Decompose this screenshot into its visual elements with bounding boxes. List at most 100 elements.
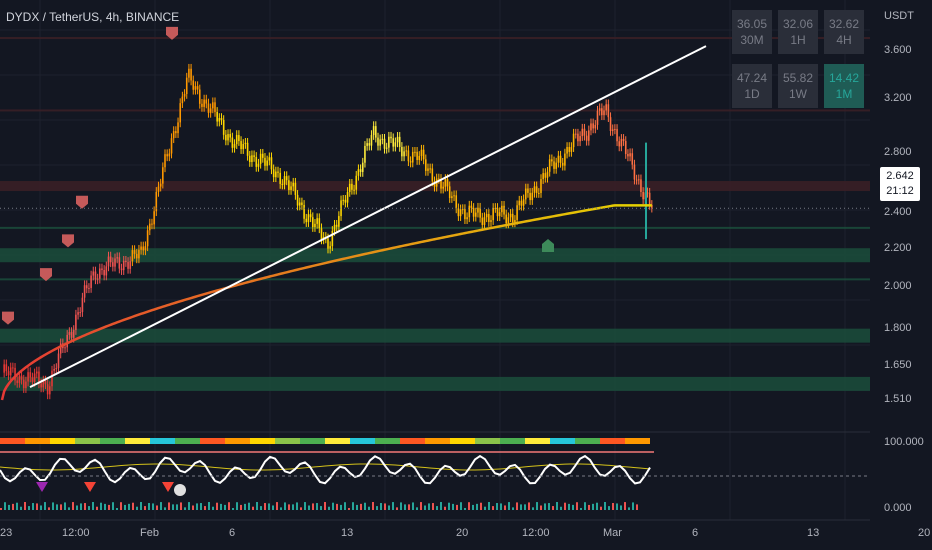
volume-bar [196,503,198,510]
candle-body [101,268,103,270]
candle-body [268,157,271,161]
candle-body [477,207,479,213]
candle-body [588,130,590,141]
candle-body [361,162,364,172]
volume-bar [232,507,234,510]
volume-bar [124,504,126,510]
volume-bar [588,504,590,510]
volume-bar [536,502,538,510]
trend-ribbon [525,438,550,444]
candle-body [151,223,153,225]
volume-bar [516,502,518,510]
volume-bar [376,506,378,510]
candle-body [511,213,514,223]
candle-body [572,133,575,148]
candle-body [429,168,431,170]
candle-body [453,195,455,197]
volume-bar [564,502,566,510]
candle-body [183,93,186,97]
volume-bar [372,502,374,510]
volume-bar [412,502,414,510]
candle-body [166,154,168,157]
volume-bar [356,504,358,510]
candle-body [162,167,164,184]
candle-body [320,228,323,240]
candle-body [277,171,279,173]
candle-body [642,192,644,200]
candle-body [379,139,381,146]
volume-bar [576,502,578,510]
candle-body [275,171,277,178]
candle-body [190,68,192,81]
candle-body [227,134,229,141]
candle-body [105,266,108,276]
volume-bar [580,507,582,510]
candle-body [129,261,132,269]
price-tick: 3.200 [884,92,912,104]
volume-bar [540,505,542,510]
candle-body [9,367,12,376]
volume-bar [112,502,114,510]
candle-body [216,111,218,122]
volume-bar [424,505,426,510]
volume-bar [388,505,390,510]
volume-bar [604,502,606,510]
volume-bar [104,503,106,510]
trend-ribbon [450,438,475,444]
candle-body [288,180,290,190]
volume-bar [556,502,558,510]
candle-body [179,103,182,123]
candle-body [33,373,36,382]
volume-bar [452,503,454,510]
candle-body [570,147,573,152]
price-tick: 2.000 [884,280,912,292]
candle-body [396,136,399,143]
price-tick: 2.400 [884,206,912,218]
volume-bar [472,504,474,510]
trend-ribbon [0,438,25,444]
volume-bar [492,506,494,510]
volume-bar [404,504,406,510]
candle-body [72,330,75,338]
candle-body [3,364,5,373]
symbol-title[interactable]: DYDX / TetherUS, 4h, BINANCE [6,10,180,24]
volume-bar [496,503,498,510]
candle-body [248,155,251,163]
price-tick: 2.200 [884,242,912,254]
candle-body [616,129,618,142]
trend-ribbon [300,438,325,444]
candle-body [370,135,373,146]
candle-body [5,364,8,372]
volume-bar [436,506,438,510]
volume-bar [84,503,86,510]
candle-body [368,143,371,146]
volume-bar [76,505,78,510]
volume-bar [72,502,74,510]
volume-bar [156,505,158,510]
sell-marker [62,234,74,248]
candle-body [307,214,310,223]
candle-body [516,205,518,220]
trend-ribbon [275,438,300,444]
candle-body [527,188,529,193]
candle-body [609,117,612,131]
candle-body [35,371,38,374]
candle-body [235,135,238,145]
candle-body [283,176,286,185]
candle-body [574,133,577,135]
candle-body [270,157,273,170]
candle-body [442,186,444,189]
candle-body [425,159,427,171]
candle-body [138,249,140,259]
volume-bar [444,506,446,510]
candle-body [522,199,525,206]
candle-body [416,151,418,160]
osc-tick: 100.000 [884,436,924,448]
volume-bar [160,502,162,510]
candle-body [264,157,266,166]
resistance-zone [0,37,870,40]
candle-body [238,135,240,142]
candle-body [377,137,379,146]
volume-bar [176,504,178,510]
